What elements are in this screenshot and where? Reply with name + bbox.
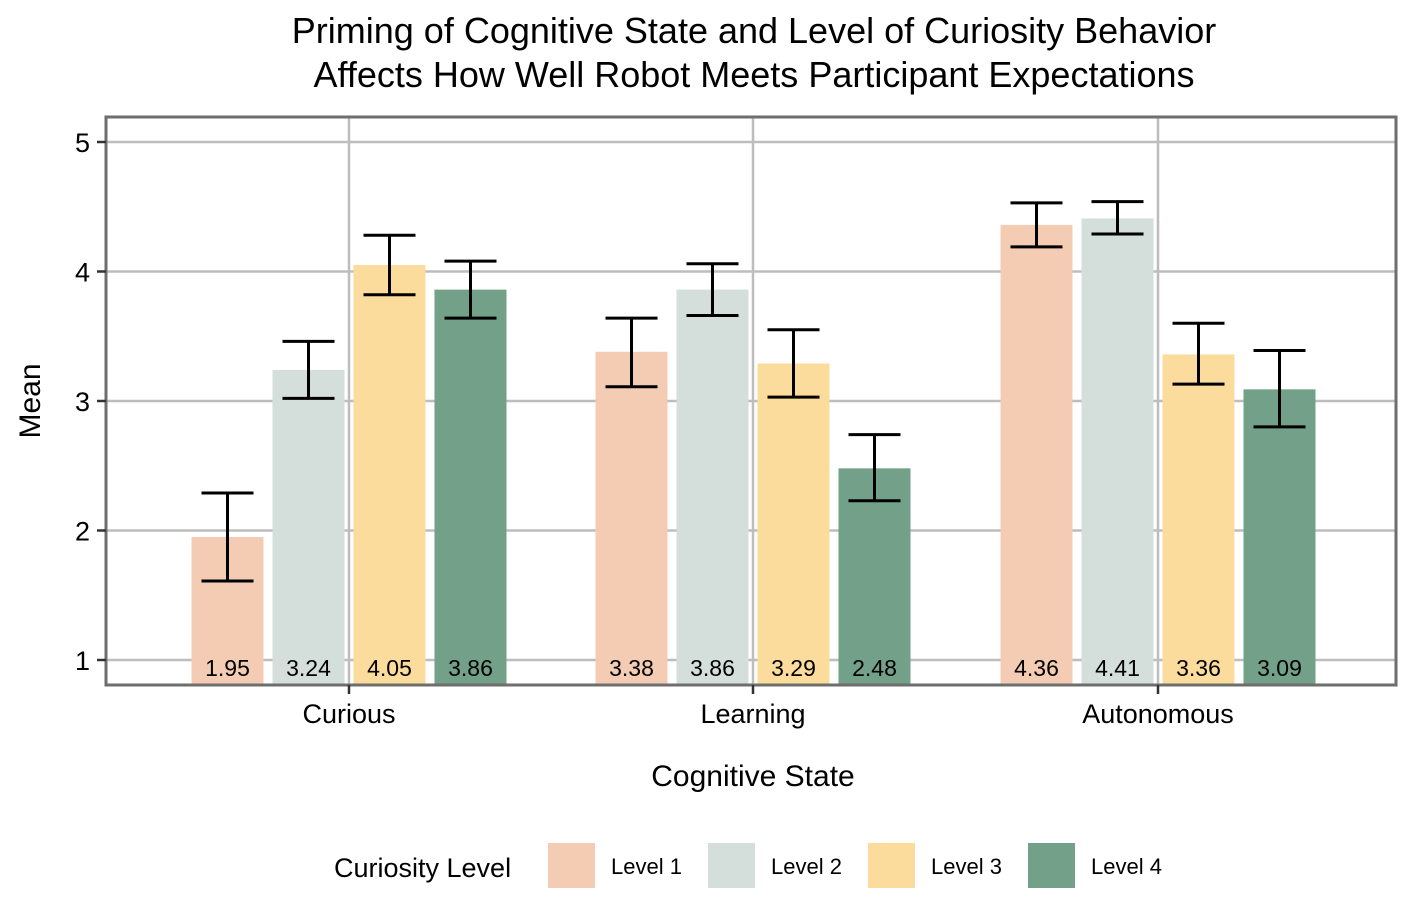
- legend-label-level-2: Level 2: [771, 854, 842, 879]
- data-label: 4.05: [367, 655, 412, 681]
- legend-key-level-2: [708, 843, 755, 888]
- bar: [757, 363, 830, 685]
- y-axis: 1 2 3 4 5: [75, 128, 106, 676]
- bar: [1000, 224, 1073, 685]
- bar: [1162, 354, 1235, 685]
- x-axis: Curious Learning Autonomous: [302, 685, 1234, 729]
- data-label: 3.29: [771, 655, 816, 681]
- data-label: 3.38: [609, 655, 654, 681]
- chart-title-line-1: Priming of Cognitive State and Level of …: [292, 10, 1216, 51]
- data-label: 3.24: [286, 655, 331, 681]
- y-tick-label: 4: [75, 258, 90, 288]
- y-tick-label: 3: [75, 387, 90, 417]
- error-bars: [201, 200, 1306, 583]
- x-tick-label: Autonomous: [1082, 699, 1234, 729]
- bars: [191, 218, 1316, 685]
- bar: [595, 351, 668, 685]
- y-tick-label: 1: [75, 646, 90, 676]
- legend: Curiosity Level Level 1 Level 2 Level 3 Lev…: [334, 843, 1162, 888]
- bar: [272, 369, 345, 685]
- legend-key-level-3: [868, 843, 915, 888]
- bar: [1243, 389, 1316, 685]
- data-label: 4.36: [1014, 655, 1059, 681]
- data-label: 3.36: [1176, 655, 1221, 681]
- bar: [434, 289, 507, 685]
- y-tick-label: 2: [75, 517, 90, 547]
- y-axis-title: Mean: [14, 363, 47, 438]
- legend-key-level-1: [548, 843, 595, 888]
- x-axis-title: Cognitive State: [651, 760, 854, 793]
- legend-label-level-1: Level 1: [611, 854, 682, 879]
- data-label: 3.86: [448, 655, 493, 681]
- data-label: 2.48: [852, 655, 897, 681]
- bar: [838, 468, 911, 685]
- bar: [1081, 218, 1154, 685]
- data-label: 1.95: [205, 655, 250, 681]
- legend-label-level-3: Level 3: [931, 854, 1002, 879]
- legend-label-level-4: Level 4: [1091, 854, 1162, 879]
- data-label: 4.41: [1095, 655, 1140, 681]
- y-tick-label: 5: [75, 128, 90, 158]
- x-tick-label: Curious: [302, 699, 395, 729]
- legend-title: Curiosity Level: [334, 853, 511, 883]
- data-labels: 1.95 3.38 4.36 3.24 3.86 4.41 4.05 3.29 3.36 3.86…: [205, 655, 1302, 681]
- data-label: 3.86: [690, 655, 735, 681]
- bar: [676, 289, 749, 685]
- bar: [353, 265, 426, 685]
- data-label: 3.09: [1257, 655, 1302, 681]
- legend-key-level-4: [1028, 843, 1075, 888]
- chart-title-line-2: Affects How Well Robot Meets Participant…: [313, 54, 1194, 95]
- x-tick-label: Learning: [700, 699, 805, 729]
